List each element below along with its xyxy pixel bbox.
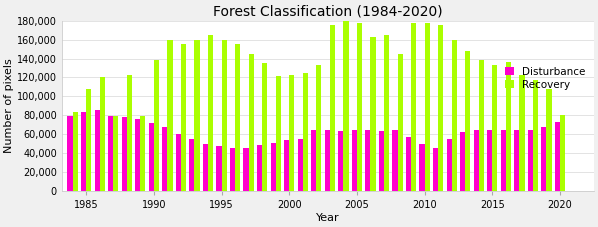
Bar — [492, 65, 498, 191]
Bar — [243, 148, 249, 191]
Bar — [311, 130, 316, 191]
Bar — [276, 76, 281, 191]
Bar — [235, 44, 240, 191]
Bar — [257, 145, 262, 191]
Bar — [555, 122, 560, 191]
Bar — [221, 40, 227, 191]
Bar — [113, 116, 118, 191]
Bar — [194, 40, 200, 191]
Bar — [303, 73, 308, 191]
Bar — [203, 144, 208, 191]
Bar — [506, 62, 511, 191]
Bar — [479, 60, 484, 191]
Bar — [460, 132, 465, 191]
Bar — [81, 111, 86, 191]
Bar — [181, 44, 186, 191]
Bar — [384, 35, 389, 191]
Bar — [379, 131, 384, 191]
Bar — [514, 130, 520, 191]
Bar — [438, 25, 443, 191]
Bar — [86, 89, 91, 191]
Y-axis label: Number of pixels: Number of pixels — [4, 59, 14, 153]
Bar — [216, 146, 221, 191]
Bar — [474, 130, 479, 191]
Bar — [433, 148, 438, 191]
Bar — [289, 75, 294, 191]
Bar — [68, 116, 72, 191]
Bar — [371, 37, 376, 191]
Bar — [528, 130, 533, 191]
Bar — [330, 25, 335, 191]
Bar — [208, 35, 213, 191]
Bar — [176, 134, 181, 191]
Bar — [447, 139, 451, 191]
Bar — [411, 23, 416, 191]
Bar — [149, 123, 154, 191]
Bar — [451, 40, 457, 191]
Bar — [425, 23, 430, 191]
Bar — [270, 143, 276, 191]
Bar — [316, 65, 322, 191]
Bar — [325, 130, 330, 191]
Bar — [398, 54, 402, 191]
Bar — [100, 77, 105, 191]
Bar — [190, 139, 194, 191]
Bar — [135, 119, 141, 191]
Bar — [365, 130, 371, 191]
Bar — [284, 140, 289, 191]
Bar — [167, 40, 173, 191]
Bar — [560, 115, 565, 191]
Bar — [419, 144, 425, 191]
Bar — [162, 127, 167, 191]
Bar — [533, 80, 538, 191]
Bar — [121, 117, 127, 191]
Bar — [547, 89, 551, 191]
Bar — [392, 130, 398, 191]
Bar — [230, 148, 235, 191]
Bar — [108, 116, 113, 191]
Bar — [338, 131, 343, 191]
Bar — [501, 130, 506, 191]
Bar — [520, 75, 524, 191]
Bar — [465, 51, 471, 191]
Bar — [357, 23, 362, 191]
X-axis label: Year: Year — [316, 213, 340, 223]
Bar — [249, 54, 254, 191]
Bar — [262, 63, 267, 191]
Bar — [298, 139, 303, 191]
Bar — [487, 130, 492, 191]
Title: Forest Classification (1984-2020): Forest Classification (1984-2020) — [213, 4, 443, 18]
Bar — [141, 116, 145, 191]
Bar — [352, 130, 357, 191]
Bar — [343, 19, 349, 191]
Bar — [154, 60, 159, 191]
Legend: Disturbance, Recovery: Disturbance, Recovery — [502, 63, 588, 93]
Bar — [541, 127, 547, 191]
Bar — [94, 110, 100, 191]
Bar — [127, 75, 132, 191]
Bar — [72, 113, 78, 191]
Bar — [406, 137, 411, 191]
